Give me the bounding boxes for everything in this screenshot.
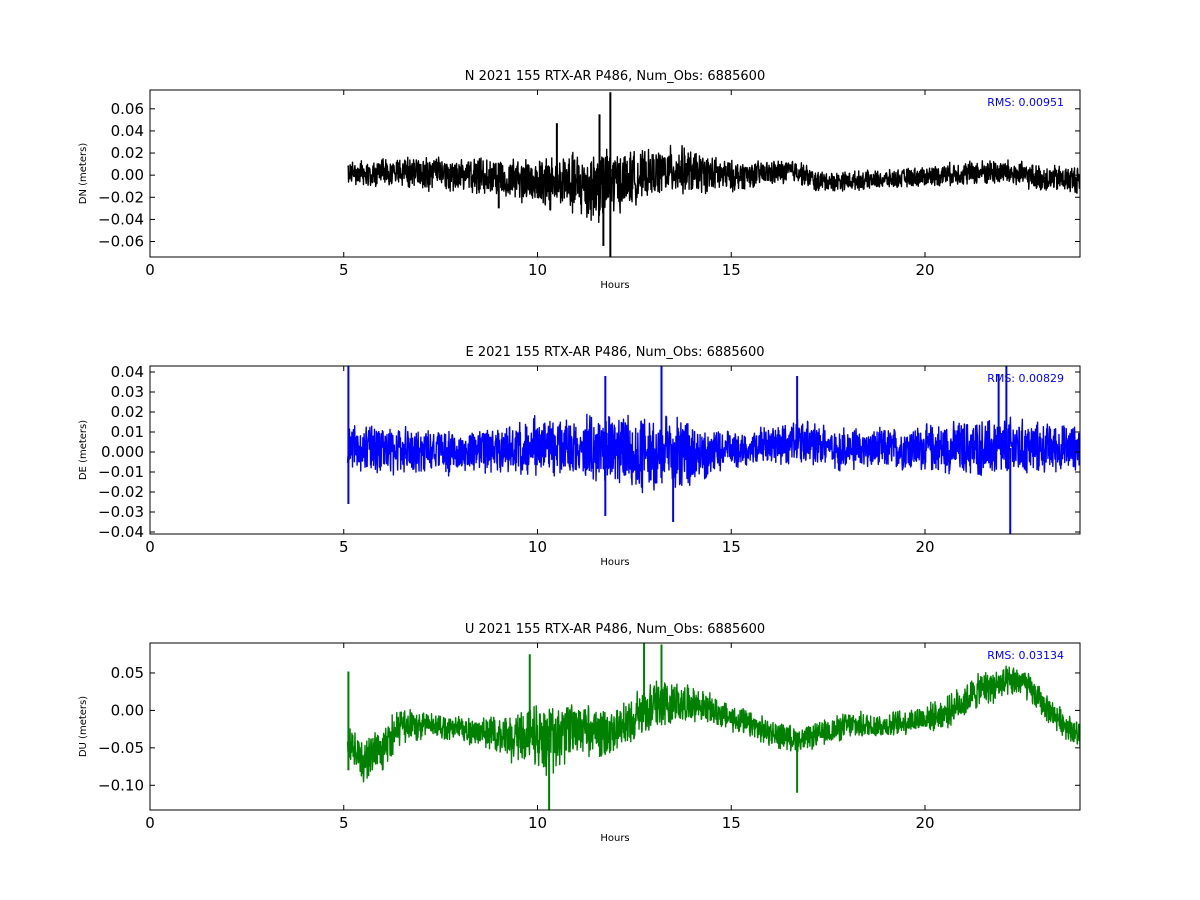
y-tick-label-up-1: −0.05	[98, 739, 144, 757]
y-tick-label-up-3: 0.05	[111, 664, 144, 682]
chart-title-up: U 2021 155 RTX-AR P486, Num_Obs: 6885600	[465, 622, 765, 637]
y-tick-label-east-3: −0.01	[98, 463, 144, 481]
x-tick-label-north-3: 15	[722, 261, 741, 279]
series-line-up	[346, 665, 1080, 783]
chart-title-north: N 2021 155 RTX-AR P486, Num_Obs: 6885600	[465, 69, 765, 84]
y-tick-label-north-2: −0.02	[98, 188, 144, 206]
y-tick-label-east-6: 0.02	[111, 403, 144, 421]
x-tick-label-up-4: 20	[915, 814, 934, 832]
axes-frame-east	[149, 365, 1081, 535]
y-tick-label-east-0: −0.04	[98, 523, 144, 541]
x-tick-label-up-0: 0	[145, 814, 155, 832]
y-axis-label-east: DE (meters)	[78, 420, 89, 480]
y-tick-label-up-0: −0.10	[98, 776, 144, 794]
y-tick-label-east-2: −0.02	[98, 483, 144, 501]
x-tick-label-east-0: 0	[145, 538, 155, 556]
x-tick-label-north-2: 10	[528, 261, 547, 279]
y-tick-label-east-1: −0.03	[98, 503, 144, 521]
y-tick-label-north-5: 0.04	[111, 122, 144, 140]
y-tick-label-east-8: 0.04	[111, 363, 144, 381]
x-tick-label-up-1: 5	[339, 814, 349, 832]
x-tick-label-up-2: 10	[528, 814, 547, 832]
series-line-east	[346, 413, 1080, 494]
rms-annotation-east: RMS: 0.00829	[987, 372, 1064, 385]
x-tick-label-north-0: 0	[145, 261, 155, 279]
x-tick-label-east-4: 20	[915, 538, 934, 556]
panel-east: 0 5 10 15 20 −0.04 −0.03 −0.02 −0.01 0.000 0.01 0.0…	[78, 345, 1081, 568]
y-axis-label-north: DN (meters)	[78, 143, 89, 205]
y-tick-label-north-1: −0.04	[98, 210, 144, 228]
y-tick-label-east-4: 0.000	[101, 443, 144, 461]
rms-annotation-north: RMS: 0.00951	[987, 96, 1064, 109]
x-tick-label-north-1: 5	[339, 261, 349, 279]
axes-frame-north	[149, 89, 1081, 258]
x-tick-label-north-4: 20	[915, 261, 934, 279]
x-axis-label-east: Hours	[600, 557, 629, 568]
y-tick-label-east-5: 0.01	[111, 423, 144, 441]
rms-annotation-up: RMS: 0.03134	[987, 649, 1064, 662]
x-axis-label-up: Hours	[600, 833, 629, 844]
series-line-north	[347, 144, 1080, 224]
panel-up: 0 5 10 15 20 −0.10 −0.05 0.00 0.05 U 2021 155 RTX…	[78, 622, 1081, 844]
x-axis-label-north: Hours	[600, 280, 629, 291]
panel-north: 0 5 10 15 20 −0.06 −0.04 −0.02 0.00 0.02 0.04 0.06 N…	[78, 69, 1081, 291]
y-axis-label-up: DU (meters)	[78, 696, 89, 757]
chart-title-east: E 2021 155 RTX-AR P486, Num_Obs: 6885600	[466, 345, 765, 360]
axes-frame-up	[149, 642, 1081, 811]
y-tick-label-east-7: 0.03	[111, 383, 144, 401]
y-tick-label-up-2: 0.00	[111, 701, 144, 719]
x-tick-label-east-2: 10	[528, 538, 547, 556]
x-tick-label-east-1: 5	[339, 538, 349, 556]
x-tick-label-up-3: 15	[722, 814, 741, 832]
x-tick-label-east-3: 15	[722, 538, 741, 556]
y-tick-label-north-3: 0.00	[111, 166, 144, 184]
y-tick-label-north-6: 0.06	[111, 100, 144, 118]
y-tick-label-north-0: −0.06	[98, 233, 144, 251]
y-tick-label-north-4: 0.02	[111, 144, 144, 162]
